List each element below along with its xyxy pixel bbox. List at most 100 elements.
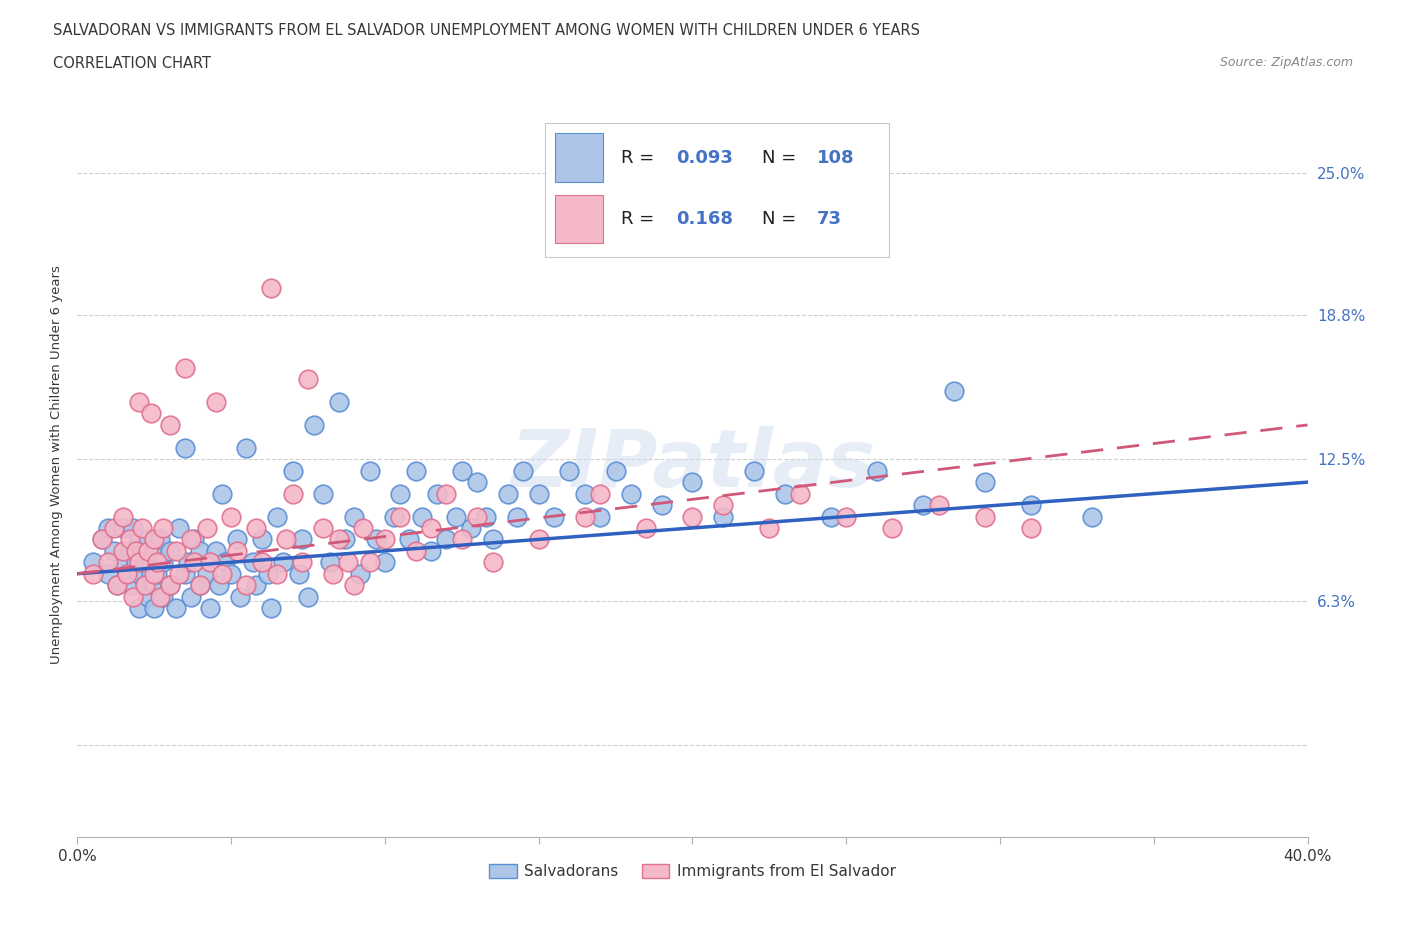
Point bbox=[226, 532, 249, 547]
Point bbox=[481, 532, 503, 547]
Point bbox=[527, 486, 550, 501]
Point bbox=[266, 509, 288, 524]
Point bbox=[312, 486, 335, 501]
Point bbox=[188, 543, 212, 558]
Point bbox=[589, 486, 612, 501]
Point bbox=[141, 566, 163, 581]
FancyBboxPatch shape bbox=[555, 195, 603, 244]
Point bbox=[1081, 509, 1104, 524]
Point bbox=[118, 532, 141, 547]
Text: 108: 108 bbox=[817, 149, 855, 166]
Point bbox=[527, 532, 550, 547]
Point bbox=[359, 463, 381, 478]
Point bbox=[512, 463, 534, 478]
Point bbox=[180, 590, 202, 604]
Point bbox=[742, 463, 765, 478]
Point bbox=[165, 601, 187, 616]
Point bbox=[352, 521, 374, 536]
Point bbox=[444, 509, 467, 524]
Point bbox=[420, 543, 443, 558]
Point bbox=[882, 521, 904, 536]
Point bbox=[758, 521, 780, 536]
Point bbox=[328, 532, 350, 547]
Point bbox=[159, 578, 181, 592]
Point bbox=[574, 486, 596, 501]
Point bbox=[318, 555, 340, 570]
Point bbox=[250, 555, 273, 570]
Point bbox=[128, 394, 150, 409]
Point bbox=[214, 555, 236, 570]
Point bbox=[121, 578, 143, 592]
Point bbox=[506, 509, 529, 524]
Point bbox=[405, 543, 427, 558]
Point bbox=[682, 509, 704, 524]
Text: N =: N = bbox=[762, 149, 801, 166]
Point bbox=[266, 566, 288, 581]
Point bbox=[242, 555, 264, 570]
Point bbox=[219, 566, 242, 581]
Point bbox=[288, 566, 311, 581]
Point bbox=[465, 509, 488, 524]
Point bbox=[82, 555, 104, 570]
Point bbox=[174, 441, 197, 456]
Point bbox=[159, 418, 181, 432]
Point bbox=[389, 509, 412, 524]
Point bbox=[450, 463, 472, 478]
Point bbox=[188, 578, 212, 592]
Point bbox=[167, 521, 190, 536]
Point bbox=[97, 521, 120, 536]
Point bbox=[115, 566, 138, 581]
Point bbox=[103, 521, 125, 536]
Point bbox=[250, 532, 273, 547]
Text: ZIPatlas: ZIPatlas bbox=[510, 426, 875, 504]
Point bbox=[912, 498, 935, 512]
Point bbox=[149, 532, 172, 547]
Point bbox=[682, 474, 704, 489]
Point bbox=[195, 521, 218, 536]
Point bbox=[426, 486, 449, 501]
Point bbox=[143, 601, 166, 616]
Point bbox=[436, 486, 458, 501]
Point bbox=[711, 509, 734, 524]
Point bbox=[1019, 521, 1042, 536]
Point bbox=[411, 509, 433, 524]
Point bbox=[152, 555, 174, 570]
Point bbox=[281, 463, 304, 478]
Point bbox=[105, 578, 128, 592]
Point bbox=[121, 590, 143, 604]
Point bbox=[112, 555, 135, 570]
Point bbox=[180, 532, 202, 547]
Point bbox=[398, 532, 420, 547]
Point bbox=[204, 394, 226, 409]
Point bbox=[128, 601, 150, 616]
Point bbox=[159, 578, 181, 592]
Point bbox=[125, 543, 148, 558]
Point bbox=[152, 521, 174, 536]
Point bbox=[291, 555, 314, 570]
Point bbox=[333, 532, 356, 547]
Point bbox=[260, 280, 283, 295]
Point bbox=[141, 555, 163, 570]
Point bbox=[359, 555, 381, 570]
Point bbox=[131, 543, 153, 558]
Point bbox=[149, 590, 172, 604]
Point bbox=[337, 555, 360, 570]
Point bbox=[475, 509, 498, 524]
Point bbox=[143, 532, 166, 547]
Point bbox=[312, 521, 335, 536]
Point bbox=[260, 601, 283, 616]
Point bbox=[105, 578, 128, 592]
Point bbox=[136, 590, 159, 604]
Point bbox=[211, 566, 233, 581]
Text: N =: N = bbox=[762, 210, 801, 228]
Point bbox=[143, 578, 166, 592]
Point bbox=[198, 555, 221, 570]
Point bbox=[195, 566, 218, 581]
Legend: Salvadorans, Immigrants from El Salvador: Salvadorans, Immigrants from El Salvador bbox=[484, 857, 901, 885]
Text: R =: R = bbox=[620, 210, 659, 228]
Point bbox=[146, 555, 169, 570]
Point bbox=[174, 566, 197, 581]
Point bbox=[605, 463, 627, 478]
Point bbox=[349, 566, 371, 581]
Point bbox=[281, 486, 304, 501]
